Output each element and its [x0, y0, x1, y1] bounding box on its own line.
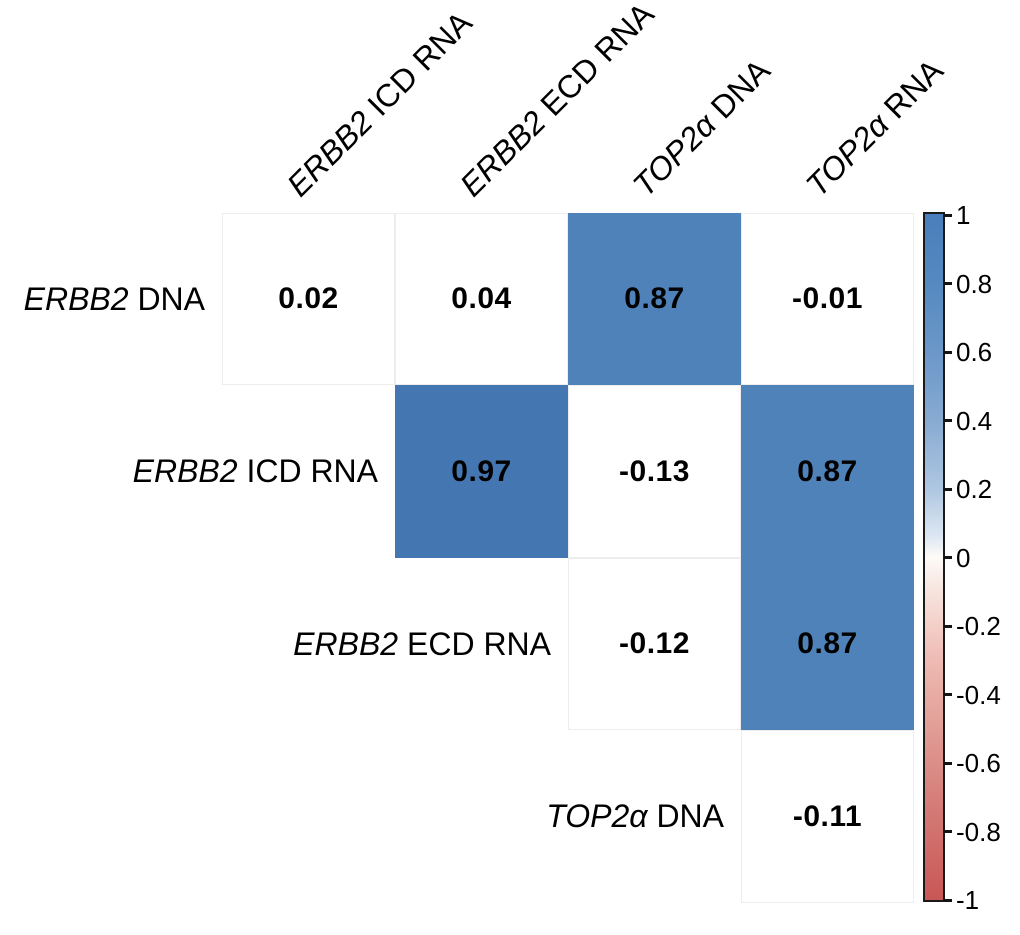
matrix-cell: -0.01: [741, 213, 914, 385]
colorbar-tick-label: -0.2: [956, 611, 1001, 641]
colorbar-tick-label: -0.4: [956, 679, 1001, 710]
label-suffix: ICD RNA: [237, 453, 378, 489]
colorbar-tick: [944, 693, 952, 696]
column-label-text: TOP2α RNA: [798, 52, 949, 203]
matrix-cell: 0.87: [741, 558, 914, 730]
colorbar-tick: [944, 350, 952, 354]
row-label: ERBB2 DNA: [0, 213, 205, 385]
colorbar-tick: [944, 898, 952, 902]
matrix-cell: -0.11: [741, 730, 914, 903]
gene-name: ERBB2: [132, 453, 238, 489]
cell-value: 0.87: [797, 454, 858, 488]
matrix-cell: -0.13: [568, 385, 741, 558]
colorbar-tick: [944, 830, 952, 833]
row-label-text: ERBB2 ECD RNA: [293, 626, 551, 663]
matrix-cell: 0.87: [568, 213, 741, 385]
cell-value: 0.87: [797, 627, 858, 660]
colorbar-tick-label: 0: [956, 542, 971, 573]
label-suffix: ECD RNA: [398, 625, 551, 662]
gene-name: ERBB2: [23, 280, 129, 317]
cell-value: -0.12: [619, 627, 690, 660]
cell-value: -0.01: [792, 282, 863, 315]
colorbar-tick-label: -0.6: [956, 748, 1001, 778]
gene-name: ERBB2: [279, 103, 379, 204]
gene-name: TOP2α: [798, 106, 896, 204]
gene-name: TOP2α: [546, 798, 648, 834]
colorbar-tick-label: 0.6: [956, 337, 993, 367]
colorbar-tick-label: 0.2: [956, 474, 993, 504]
cell-value: -0.13: [619, 454, 690, 488]
colorbar-tick-label: -0.8: [956, 816, 1001, 847]
gene-name: ERBB2: [452, 103, 552, 204]
colorbar-tick: [944, 624, 952, 628]
row-label: ERBB2 ICD RNA: [0, 385, 378, 558]
label-suffix: ECD RNA: [526, 0, 661, 130]
cell-value: 0.02: [278, 282, 339, 315]
colorbar-tick: [944, 213, 952, 217]
row-label: ERBB2 ECD RNA: [0, 558, 551, 730]
column-label: ERBB2 ICD RNA: [279, 4, 479, 204]
colorbar-tick-label: 0.4: [956, 405, 993, 436]
cell-value: 0.87: [624, 282, 685, 315]
colorbar-tick-label: -1: [956, 885, 980, 915]
column-label: TOP2α RNA: [798, 52, 950, 204]
column-label-text: TOP2α DNA: [625, 52, 776, 203]
cell-value: 0.04: [451, 282, 512, 315]
matrix-cell: 0.87: [741, 385, 914, 558]
column-label: TOP2α DNA: [625, 52, 777, 204]
matrix-cell: 0.02: [222, 213, 395, 385]
matrix-cell: 0.97: [395, 385, 568, 558]
colorbar-tick-label: 0.8: [956, 268, 993, 299]
colorbar-tick: [944, 419, 952, 422]
cell-value: 0.97: [451, 454, 512, 488]
gene-name: ERBB2: [293, 625, 399, 662]
colorbar-tick: [944, 556, 952, 559]
row-label-text: TOP2α DNA: [546, 798, 724, 835]
label-suffix: DNA: [647, 798, 724, 834]
matrix-cell: -0.12: [568, 558, 741, 730]
colorbar-tick: [944, 761, 952, 765]
row-label-text: ERBB2 ICD RNA: [133, 453, 378, 490]
colorbar-tick: [944, 487, 952, 491]
column-label-text: ERBB2 ICD RNA: [279, 4, 478, 203]
label-suffix: DNA: [128, 280, 205, 317]
row-label: TOP2α DNA: [0, 730, 724, 903]
colorbar-tick-label: 1: [956, 200, 971, 230]
label-suffix: ICD RNA: [353, 4, 479, 130]
colorbar-tick: [944, 282, 952, 285]
cell-value: -0.11: [792, 799, 863, 833]
gene-name: TOP2α: [625, 106, 723, 204]
colorbar-gradient: [923, 212, 945, 902]
matrix-cell: 0.04: [395, 213, 568, 385]
row-label-text: ERBB2 DNA: [24, 281, 205, 318]
